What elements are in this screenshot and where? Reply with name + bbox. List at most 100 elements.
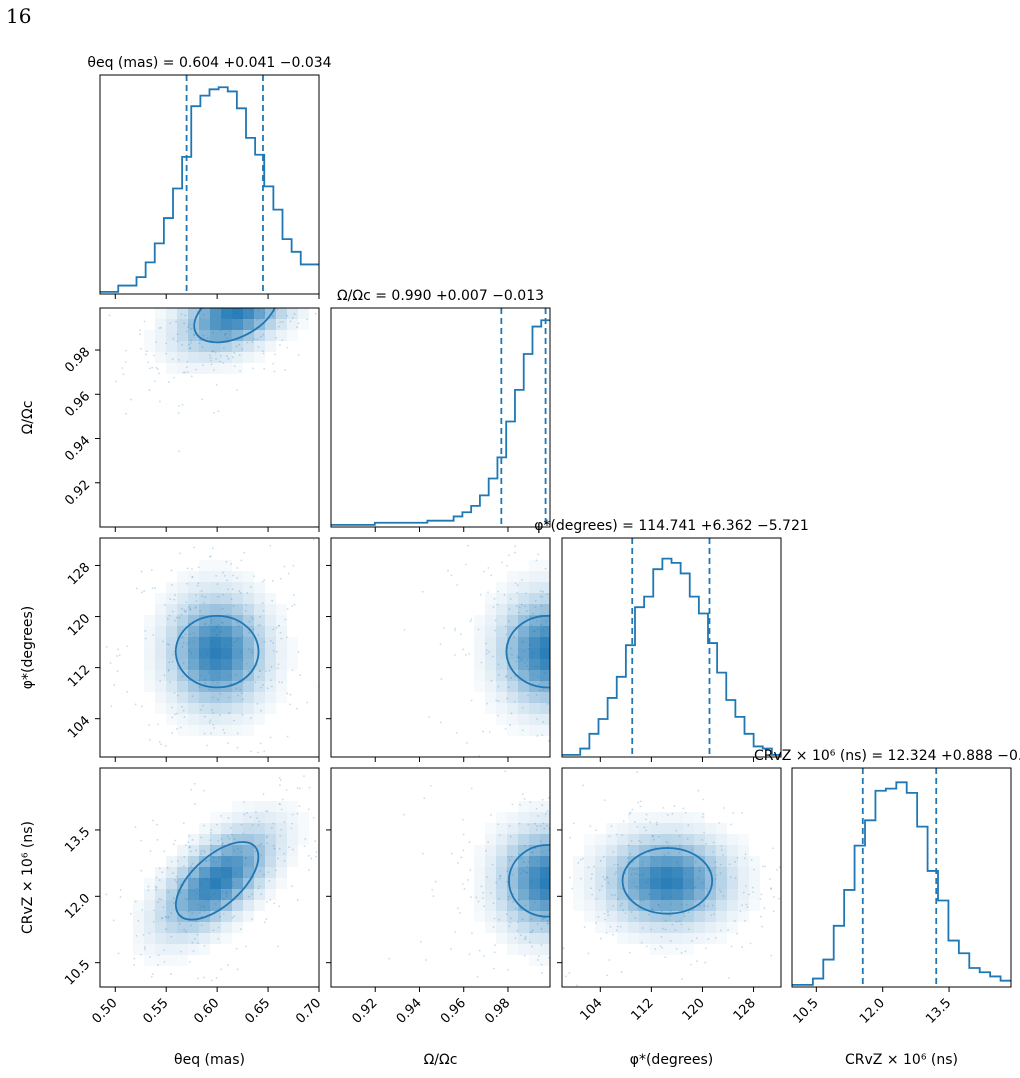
scatter-point: [714, 878, 717, 880]
scatter-point: [268, 669, 271, 672]
scatter-point: [623, 552, 625, 554]
hist-panel-c_rvz: CRvZ × 10⁶ (ns) = 12.324 +0.888 −0.769: [754, 748, 1020, 992]
density-cell: [529, 604, 540, 615]
density-cell: [694, 878, 705, 889]
scatter-point: [511, 653, 513, 656]
scatter-point: [257, 267, 259, 269]
scatter-point: [148, 932, 151, 935]
scatter-point: [577, 676, 579, 678]
scatter-point: [323, 283, 325, 285]
density-cell: [474, 615, 485, 626]
scatter-point: [219, 360, 222, 363]
scatter-point: [232, 574, 235, 577]
scatter-point: [714, 861, 717, 864]
density-cell: [254, 341, 265, 352]
scatter-point: [770, 954, 773, 957]
scatter-point: [190, 375, 193, 378]
scatter-point: [714, 936, 717, 939]
density-cell: [727, 856, 738, 867]
scatter-point: [627, 721, 629, 723]
scatter-point: [215, 626, 218, 629]
scatter-point: [609, 728, 611, 730]
scatter-point: [199, 867, 202, 870]
density-cell: [518, 681, 529, 692]
scatter-point: [635, 805, 637, 807]
density-cell: [254, 681, 265, 692]
scatter-point: [245, 603, 248, 606]
density-cell: [254, 604, 265, 615]
scatter-point: [525, 871, 528, 874]
scatter-point: [216, 681, 219, 684]
scatter-point: [450, 574, 453, 577]
density-cell: [188, 867, 199, 878]
scatter-point: [663, 853, 666, 856]
density-cell: [518, 615, 529, 626]
scatter-point: [210, 829, 213, 831]
scatter-point: [212, 929, 215, 932]
density-cell: [727, 867, 738, 878]
scatter-point: [658, 835, 660, 838]
scatter-point: [575, 692, 577, 694]
scatter-point: [189, 607, 192, 610]
scatter-point: [551, 578, 553, 580]
scatter-point: [536, 619, 538, 622]
density-cell: [628, 834, 639, 845]
scatter-point: [260, 303, 262, 305]
scatter-point: [303, 299, 305, 301]
scatter-point: [772, 910, 775, 913]
density-cell: [540, 889, 550, 900]
scatter-point: [592, 619, 594, 621]
density-cell: [507, 812, 518, 823]
scatter-point: [163, 949, 166, 951]
scatter-point: [525, 610, 528, 613]
scatter-point: [256, 319, 258, 321]
density-cell: [518, 911, 529, 922]
density-cell: [199, 352, 210, 363]
scatter-point: [642, 873, 645, 876]
scatter-point: [245, 316, 248, 319]
density-cell: [485, 911, 496, 922]
scatter-point: [230, 253, 232, 255]
density-cell: [243, 637, 254, 648]
scatter-point: [243, 551, 246, 554]
scatter-point: [209, 895, 212, 898]
scatter-point: [609, 639, 611, 641]
scatter-point: [744, 853, 747, 856]
density-cell: [529, 648, 540, 659]
scatter-point: [788, 908, 790, 910]
scatter-point: [287, 303, 289, 305]
density-cell: [606, 889, 617, 900]
density-cell: [738, 867, 749, 878]
hist-frame-theta_eq: [99, 74, 320, 295]
scatter-point: [613, 970, 615, 972]
scatter-point: [153, 764, 155, 766]
scatter-point: [574, 853, 576, 855]
scatter-point: [568, 595, 570, 597]
density-cell: [606, 878, 617, 889]
scatter-point: [640, 841, 643, 844]
scatter-point: [159, 400, 161, 403]
scatter-point: [216, 583, 219, 586]
density-cell: [155, 615, 166, 626]
scatter-point: [619, 656, 621, 658]
scatter-point: [518, 898, 520, 901]
density-cell: [177, 615, 188, 626]
scatter-point: [630, 840, 633, 842]
scatter-point: [226, 835, 229, 838]
scatter-point: [187, 910, 190, 913]
scatter-point: [179, 891, 182, 894]
density-cell: [265, 801, 276, 812]
density-cell: [265, 593, 276, 604]
scatter-point: [527, 647, 530, 650]
density-cell: [254, 834, 265, 845]
scatter-point: [707, 869, 710, 872]
scatter-point: [434, 880, 437, 883]
scatter-point: [199, 638, 202, 641]
scatter-point: [752, 868, 755, 871]
density-cell: [188, 922, 199, 933]
hist-step-phi_star: [562, 557, 781, 756]
scatter-point: [280, 681, 283, 684]
scatter-point: [236, 732, 239, 735]
scatter-point: [585, 735, 587, 737]
density-cell: [199, 725, 210, 736]
